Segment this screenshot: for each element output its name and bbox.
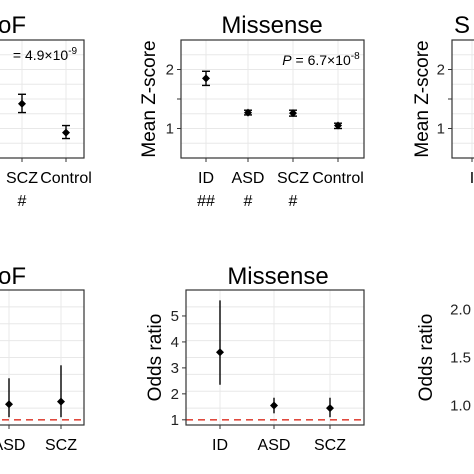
chart-title: oF xyxy=(0,12,26,39)
significance-marker: ## xyxy=(197,193,215,210)
data-point xyxy=(216,348,224,357)
y-axis-label: Mean Z-score xyxy=(412,40,433,157)
y-axis-label: Odds ratio xyxy=(416,314,437,402)
y-tick-label: 5 xyxy=(171,308,179,325)
chart-title: Missense xyxy=(227,263,328,290)
y-tick-label: 2 xyxy=(166,62,174,79)
x-tick-label: SCZ xyxy=(6,170,38,187)
x-tick-label: I xyxy=(470,170,474,187)
data-point xyxy=(334,121,342,130)
chart-panel-1: oF = 4.9×10-9 SCZ # Control xyxy=(0,12,92,210)
plot-border xyxy=(185,289,365,426)
significance-marker: # xyxy=(289,193,298,210)
y-tick-label: 4 xyxy=(171,334,179,351)
y-tick-label: 1 xyxy=(166,121,174,138)
y-tick-label: 1 xyxy=(437,121,445,138)
chart-title: Missense xyxy=(221,12,322,39)
chart-panel-5: Missense 1 2 3 4 5 Odds ratio ID ASD SCZ xyxy=(145,263,365,454)
significance-marker: # xyxy=(244,193,253,210)
x-tick-label: SCZ xyxy=(277,170,309,187)
data-point xyxy=(18,99,26,108)
data-point xyxy=(289,109,297,118)
plot-border xyxy=(0,289,85,426)
p-exponent: -9 xyxy=(68,46,77,57)
p-value: = 4.9×10 xyxy=(13,47,68,63)
y-tick-label: 2.0 xyxy=(450,301,471,318)
data-point xyxy=(5,400,13,409)
y-tick-label: 2 xyxy=(437,62,445,79)
data-point xyxy=(62,128,70,137)
y-tick-label: 2 xyxy=(171,386,179,403)
plot-border xyxy=(0,39,85,159)
x-tick-label: ID xyxy=(212,437,228,454)
chart-panel-4: oF ASD SCZ xyxy=(0,263,85,454)
p-label: P xyxy=(282,52,292,68)
x-tick-label: SCZ xyxy=(45,437,77,454)
y-tick-label: 1.0 xyxy=(450,398,471,415)
x-tick-label: SCZ xyxy=(314,437,346,454)
chart-title: oF xyxy=(0,263,26,290)
y-axis-label: Mean Z-score xyxy=(139,40,160,157)
p-value-annotation: = 4.9×10-9 xyxy=(13,46,78,63)
y-axis-label: Odds ratio xyxy=(145,314,166,402)
x-tick-label: Control xyxy=(40,170,92,187)
x-tick-label: Control xyxy=(312,170,364,187)
significance-marker: # xyxy=(18,193,27,210)
y-tick-label: 1 xyxy=(171,412,179,429)
data-point xyxy=(202,74,210,83)
x-tick-label: ASD xyxy=(258,437,291,454)
chart-panel-6: 1.0 1.5 2.0 Odds ratio xyxy=(416,301,471,415)
y-tick-label: 3 xyxy=(171,360,179,377)
x-tick-label: ASD xyxy=(0,437,25,454)
p-value-annotation: P = 6.7×10-8 xyxy=(282,51,360,68)
data-point xyxy=(326,404,334,413)
p-value: = 6.7×10 xyxy=(292,52,351,68)
x-tick-label: ASD xyxy=(232,170,265,187)
chart-title: S xyxy=(454,12,470,39)
x-tick-label: ID xyxy=(198,170,214,187)
p-exponent: -8 xyxy=(351,51,360,62)
data-point xyxy=(57,397,65,406)
y-tick-label: 1.5 xyxy=(450,350,471,367)
data-point xyxy=(244,108,252,117)
data-point xyxy=(270,401,278,410)
